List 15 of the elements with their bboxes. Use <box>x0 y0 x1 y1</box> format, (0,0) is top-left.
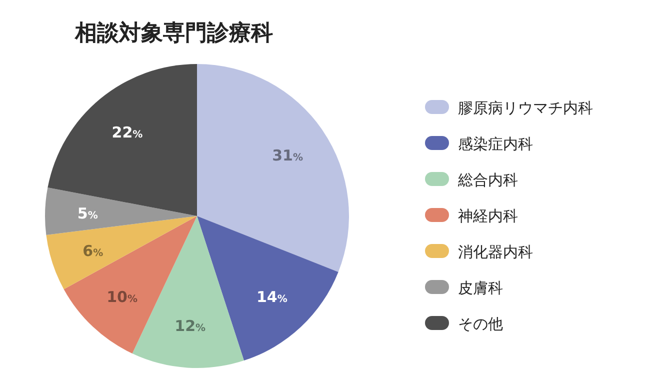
legend-label: 消化器内科 <box>458 243 533 261</box>
data-label: 5% <box>77 204 98 223</box>
data-label: 12% <box>174 317 206 336</box>
legend-label: 皮膚科 <box>458 279 503 297</box>
data-label: 31% <box>272 146 303 164</box>
legend-label: 感染症内科 <box>458 135 533 153</box>
chart-title: 相談対象専門診療科 <box>74 20 273 46</box>
legend-label: 膠原病リウマチ内科 <box>458 99 593 117</box>
data-label: 14% <box>256 288 288 306</box>
legend-label: その他 <box>458 315 503 333</box>
legend-label: 神経内科 <box>458 207 518 225</box>
data-label: 10% <box>106 288 138 306</box>
data-label: 6% <box>82 242 104 260</box>
data-label: 22% <box>112 124 143 142</box>
legend-label: 総合内科 <box>457 171 518 189</box>
